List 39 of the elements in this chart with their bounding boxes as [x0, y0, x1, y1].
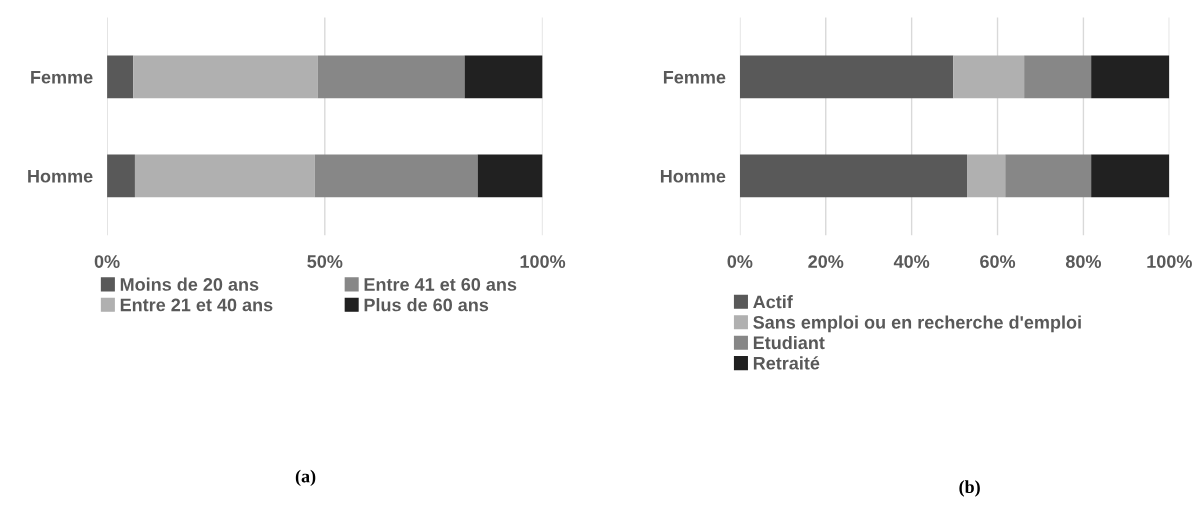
bar [953, 55, 1025, 99]
bar [107, 55, 134, 99]
x-tick-label: 40% [893, 255, 930, 268]
legend-label: Entre 21 et 40 ans [120, 298, 273, 312]
y-tick-label: Homme [28, 169, 93, 183]
bar [739, 55, 954, 99]
bar [134, 154, 315, 198]
legend-label: Retraité [753, 356, 820, 370]
text: (b) [959, 480, 980, 497]
bar [107, 154, 135, 198]
bar [739, 154, 968, 198]
bar [1024, 55, 1092, 99]
x-tick-label: 0% [94, 255, 120, 268]
legend-label: Actif [753, 295, 793, 309]
x-tick-label: 0% [727, 255, 753, 268]
bar [477, 154, 543, 198]
bar [1091, 154, 1170, 198]
bar [317, 55, 465, 99]
bar [1005, 154, 1092, 198]
x-tick-label: 100% [1147, 255, 1192, 268]
x-tick-label: 80% [1065, 255, 1102, 268]
y-tick-label: Femme [663, 71, 726, 84]
bar [1091, 55, 1170, 99]
bar [967, 154, 1006, 198]
legend-label: Moins de 20 ans [120, 277, 259, 291]
y-tick-label: Femme [31, 71, 93, 84]
bar [464, 55, 543, 99]
x-tick-label: 100% [520, 255, 566, 268]
x-tick-label: 20% [808, 255, 844, 268]
bar [314, 154, 478, 198]
text: (a) [295, 469, 316, 487]
legend-label: Plus de 60 ans [364, 298, 489, 312]
x-tick-label: 50% [307, 255, 343, 268]
bar [133, 55, 318, 99]
legend-label: Entre 41 et 60 ans [364, 278, 517, 291]
legend-label: Sans emploi ou en recherche d'emploi [753, 315, 1081, 333]
y-tick-label: Homme [660, 169, 726, 183]
x-tick-label: 60% [980, 255, 1016, 268]
legend-label: Etudiant [753, 335, 825, 350]
